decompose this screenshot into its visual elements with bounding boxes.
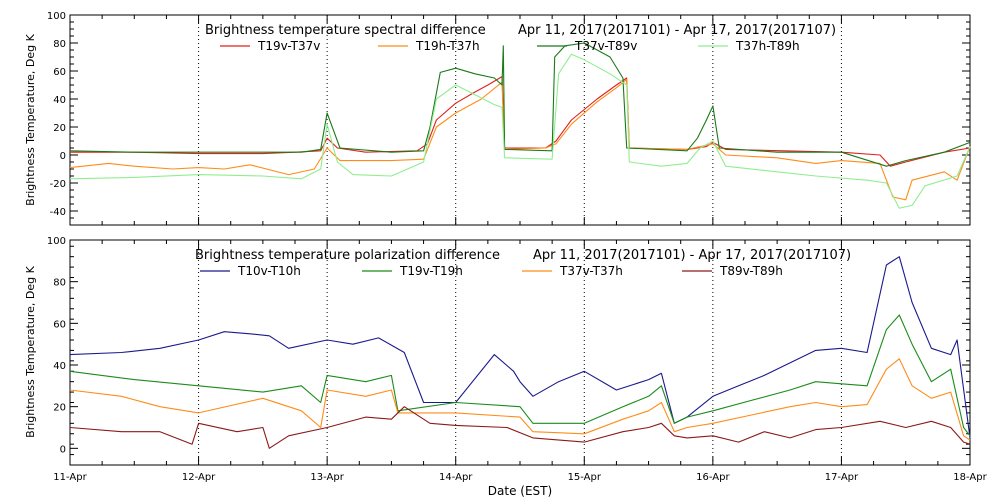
y-tick-label: -20 [50, 179, 66, 190]
y-tick-label: 40 [53, 361, 66, 372]
series-line-t37v-t37h [69, 358, 971, 441]
x-tick-label: 18-Apr [953, 472, 987, 483]
top-grid [69, 15, 971, 225]
x-tick-label: 13-Apr [310, 472, 344, 483]
series-line-t19h-t37h [69, 78, 971, 201]
series-line-t19v-t19h [69, 314, 971, 437]
y-tick-label: -40 [50, 207, 66, 218]
top-y-axis: -40 -20 0 20 40 60 80 100 [47, 11, 970, 226]
y-tick-label: 60 [53, 319, 66, 330]
legend-label: T10v-T10h [237, 264, 301, 278]
x-tick-label: 15-Apr [568, 472, 602, 483]
y-tick-label: 80 [53, 39, 66, 50]
bottom-date-range: Apr 11, 2017(2017101) - Apr 17, 2017(201… [533, 248, 851, 263]
series-line-t37v-t89v [69, 42, 971, 167]
x-tick-label: 12-Apr [182, 472, 216, 483]
y-tick-label: 0 [60, 151, 66, 162]
x-tick-label: 11-Apr [53, 472, 87, 483]
bottom-panel: 0 20 40 60 80 100 11-Apr 12-Apr 13-Apr 14-Apr 15-… [24, 236, 988, 498]
y-tick-label: 80 [53, 278, 66, 289]
top-legend: T19v-T37v T19h-T37h T37v-T89v T37h-T89h [220, 39, 800, 53]
legend-label: T89v-T89h [719, 264, 783, 278]
bottom-legend: T10v-T10h T19v-T19h T37v-T37h T89v-T89h [200, 264, 783, 278]
series-line-t10v-t10h [69, 256, 971, 438]
legend-label: T37v-T89v [574, 39, 637, 53]
y-tick-label: 100 [47, 11, 66, 22]
y-tick-label: 100 [47, 236, 66, 247]
bottom-title: Brightness temperature polarization diff… [195, 248, 500, 263]
bottom-ylabel: Brightness Temperature, Deg K [24, 265, 37, 437]
bottom-xlabel: Date (EST) [488, 484, 552, 498]
legend-label: T37v-T37h [559, 264, 623, 278]
y-tick-label: 60 [53, 67, 66, 78]
top-ylabel: Brightness Temperature, Deg K [24, 33, 37, 205]
legend-label: T19v-T37v [257, 39, 320, 53]
bottom-series-lines [69, 256, 971, 449]
x-tick-label: 14-Apr [439, 472, 473, 483]
top-panel: -40 -20 0 20 40 60 80 100 Brightness temperatur… [24, 11, 971, 226]
y-tick-label: 40 [53, 95, 66, 106]
bottom-y-axis: 0 20 40 60 80 100 [47, 236, 970, 466]
top-title: Brightness temperature spectral differen… [205, 23, 486, 38]
y-tick-label: 0 [60, 444, 66, 455]
x-tick-label: 16-Apr [696, 472, 730, 483]
bottom-x-axis: 11-Apr 12-Apr 13-Apr 14-Apr 15-Apr 16-Apr 17-A… [53, 240, 988, 483]
series-line-t89v-t89h [69, 406, 971, 449]
legend-label: T37h-T89h [735, 39, 800, 53]
legend-label: T19v-T19h [399, 264, 463, 278]
series-line-t37h-t89h [69, 53, 971, 209]
bottom-grid [198, 240, 842, 465]
top-series-lines [69, 42, 971, 209]
x-tick-label: 17-Apr [825, 472, 859, 483]
y-tick-label: 20 [53, 403, 66, 414]
y-tick-label: 20 [53, 123, 66, 134]
top-date-range: Apr 11, 2017(2017101) - Apr 17, 2017(201… [518, 23, 836, 38]
legend-label: T19h-T37h [415, 39, 480, 53]
